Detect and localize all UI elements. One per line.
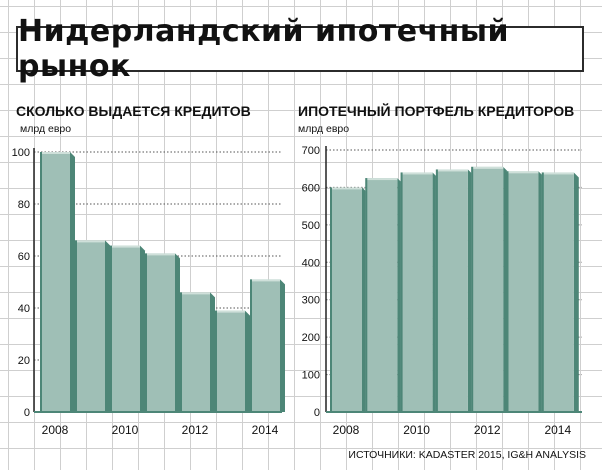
chart-left-bar-top [215,310,245,313]
chart-right-y-tick-label: 100 [302,370,320,382]
chart-left-bar [250,279,280,412]
chart-left-bar-edge [180,292,182,412]
chart-left-bar [180,292,210,412]
chart-right-unit-label: млрд евро [298,123,349,135]
chart-left-bar [75,240,105,412]
chart-left-bar-top [110,245,140,248]
chart-right-y-tick-label: 200 [302,332,320,344]
chart-left-y-tick-label: 20 [18,355,30,367]
chart-left-bar [110,245,140,412]
chart-left-bar-top [250,279,280,282]
chart-left-bar-top [180,292,210,295]
chart-right-bar-edge [435,169,438,412]
chart-left-bar-side [210,292,215,412]
chart-left-title: СКОЛЬКО ВЫДАЕТСЯ КРЕДИТОВ [16,103,251,119]
chart-left-bar-top [40,152,70,154]
chart-left-bar-edge [110,245,112,412]
chart-right-bar-top [330,187,362,190]
chart-left-bar-side [70,152,75,412]
source-note: ИСТОЧНИКИ: KADASTER 2015, IG&H ANALYSIS [348,449,586,461]
chart-left-bar [145,253,175,412]
chart-right-bar-edge [506,171,509,412]
chart-right-y-tick-label: 600 [302,182,320,194]
chart-left-y-tick-label: 60 [18,251,30,263]
chart-left-y-tick-label: 40 [18,303,30,315]
chart-left-y-tick-label: 80 [18,199,30,211]
chart-left-bar-edge [75,240,77,412]
chart-right-bar [400,172,433,412]
chart-left-bar-edge [215,310,217,412]
page-title: Нидерландский ипотечный рынок [18,14,510,84]
chart-right-bar-top [435,169,468,172]
chart-right-bar-edge [541,172,544,412]
chart-left-bar-side [245,310,250,412]
chart-left-x-tick-label: 2008 [42,423,69,437]
chart-right-bar [541,172,574,412]
chart-left-bar-top [75,240,105,243]
chart-left-unit-label: млрд евро [20,123,71,135]
chart-right-y-tick-label: 700 [302,145,320,157]
chart-left-bar-edge [250,279,252,412]
chart-left-bar-side [105,240,110,412]
chart-left-bar-edge [40,152,42,412]
chart-right-bar-top [400,172,433,175]
chart-right-bar [365,178,398,412]
chart-right-bar [330,187,362,412]
chart-right-x-tick-label: 2010 [403,423,430,437]
chart-right-bar-edge [365,178,368,412]
chart-right-bar-edge [471,166,474,412]
chart-right-bar [506,171,539,412]
chart-right-bar-top [471,166,504,169]
title-box: Нидерландский ипотечный рынок [16,14,584,84]
chart-right-bar-edge [330,187,332,412]
chart-left-y-tick-label: 100 [12,147,30,159]
chart-right-x-tick-label: 2012 [474,423,501,437]
chart-left-bar [40,152,70,412]
chart-right-y-tick-label: 300 [302,295,320,307]
chart-right-title: ИПОТЕЧНЫЙ ПОРТФЕЛЬ КРЕДИТОРОВ [298,102,574,119]
chart-right-bar-top [365,178,398,181]
chart-right-x-tick-label: 2008 [333,423,360,437]
chart-left-bar-side [280,279,285,412]
chart-left-x-tick-label: 2012 [182,423,209,437]
chart-left-bar-side [140,245,145,412]
chart-left-bar [215,310,245,412]
chart-right-y-tick-label: 0 [314,407,320,419]
chart-right-y-tick-label: 400 [302,257,320,269]
chart-right-bar [471,166,504,412]
chart-right-bar-side [573,172,579,412]
chart-right-bar [435,169,468,412]
chart-right-bar-top [541,172,574,175]
chart-left-x-tick-label: 2010 [112,423,139,437]
chart-left-bar-top [145,253,175,256]
chart-right-bar-edge [400,172,403,412]
chart-left-y-tick-label: 0 [24,407,30,419]
chart-right-x-tick-label: 2014 [544,423,571,437]
chart-left-bar-edge [145,253,147,412]
chart-left-bar-side [175,253,180,412]
chart-right-bar-top [506,171,539,174]
chart-left-x-tick-label: 2014 [252,423,279,437]
chart-right-y-tick-label: 500 [302,220,320,232]
